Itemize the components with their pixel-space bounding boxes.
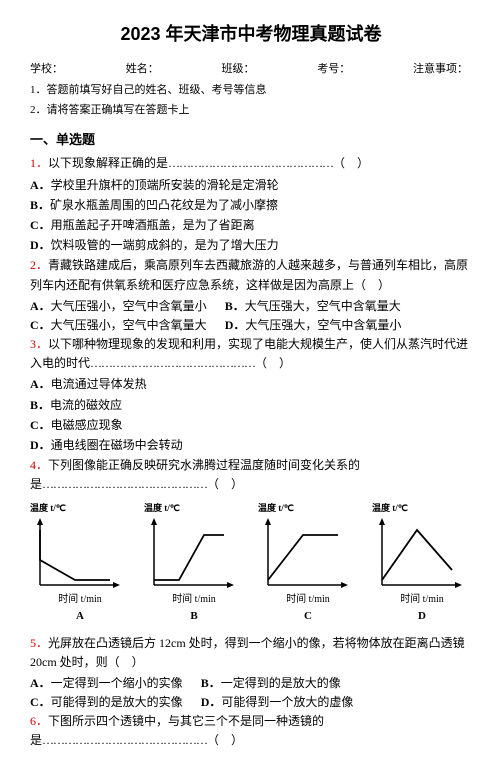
q1-tail: （ ） — [333, 156, 369, 170]
q5-opt-d-text: 可能得到一个放大的虚像 — [221, 695, 353, 709]
q3-opt-d-text: 通电线圈在磁场中会转动 — [51, 438, 183, 452]
q1-stem: 1．以下现象解释正确的是 （ ） — [30, 154, 472, 173]
q4-chart-c-letter: C — [258, 608, 358, 626]
q1-opt-b-text: 矿泉水瓶盖周围的凹凸花纹是为了减小摩擦 — [50, 198, 278, 212]
q3-num: 3． — [30, 337, 48, 351]
note-2: 2．请将答案正确填写在答题卡上 — [30, 102, 472, 120]
q4-chart-b-letter: B — [144, 608, 244, 626]
q3-tail: （ ） — [255, 356, 291, 370]
q5-opt-c-text: 可能得到的是放大的实像 — [51, 695, 183, 709]
q5-opt-a: A．一定得到一个缩小的实像 — [30, 674, 183, 693]
q4-chart-d-ylabel: 温度 t/℃ — [372, 501, 472, 515]
q4-chart-b-xlabel: 时间 t/min — [144, 592, 244, 608]
q6-stem: 6．下图所示四个透镜中，与其它三个不是同一种透镜的是（ ） — [30, 712, 472, 750]
q4-chart-b: 温度 t/℃ 时间 t/min B — [144, 501, 244, 626]
q4-stem: 4．下列图像能正确反映研究水沸腾过程温度随时间变化关系的是（ ） — [30, 456, 472, 494]
q3-opt-c-text: 电磁感应现象 — [51, 418, 123, 432]
q2-stem: 2．青藏铁路建成后，乘高原列车去西藏旅游的人越来越多，与普通列车相比，高原列车内… — [30, 256, 472, 294]
q1-opt-c: C．用瓶盖起子开啤酒瓶盖，是为了省距离 — [30, 216, 472, 235]
q1-opt-a: A．学校里升旗杆的顶端所安装的滑轮是定滑轮 — [30, 176, 472, 195]
examno-label: 考号： — [317, 63, 350, 75]
q1-opt-a-text: 学校里升旗杆的顶端所安装的滑轮是定滑轮 — [51, 178, 279, 192]
q2-opt-a-text: 大气压强小，空气中含氧量小 — [51, 299, 207, 313]
q4-chart-a-ylabel: 温度 t/℃ — [30, 501, 130, 515]
q4-chart-c-svg — [258, 515, 353, 590]
q2-opt-d: D．大气压强大，空气中含氧量小 — [225, 316, 402, 335]
q2-opt-b-text: 大气压强大，空气中含氧量大 — [245, 299, 401, 313]
q4-chart-b-svg — [144, 515, 239, 590]
q4-num: 4． — [30, 458, 48, 472]
q4-chart-a: 温度 t/℃ 时间 t/min A — [30, 501, 130, 626]
q5-stem: 5．光屏放在凸透镜后方 12cm 处时，得到一个缩小的像，若将物体放在距离凸透镜… — [30, 634, 472, 672]
q1-opt-d: D．饮料吸管的一端剪成斜的，是为了增大压力 — [30, 236, 472, 255]
q2-opt-c: C．大气压强小，空气中含氧量大 — [30, 316, 207, 335]
q2-opt-b: B．大气压强大，空气中含氧量大 — [225, 297, 401, 316]
q2-text: 青藏铁路建成后，乘高原列车去西藏旅游的人越来越多，与普通列车相比，高原列车内还配… — [30, 258, 468, 291]
q1-opt-b: B．矿泉水瓶盖周围的凹凸花纹是为了减小摩擦 — [30, 196, 472, 215]
q4-chart-a-svg — [30, 515, 125, 590]
q5-opt-c: C．可能得到的是放大的实像 — [30, 693, 183, 712]
q5-opt-a-text: 一定得到一个缩小的实像 — [51, 676, 183, 690]
q2-opt-c-text: 大气压强小，空气中含氧量大 — [51, 318, 207, 332]
q1-opt-c-text: 用瓶盖起子开啤酒瓶盖，是为了省距离 — [51, 218, 255, 232]
class-label: 班级： — [222, 63, 255, 75]
q3-stem: 3．以下哪种物理现象的发现和利用，实现了电能大规模生产，使人们从蒸汽时代进入电的… — [30, 335, 472, 373]
meta-row: 学校： 姓名： 班级： 考号： 注意事项： — [30, 61, 472, 79]
q3-opt-b: B．电流的磁效应 — [30, 396, 472, 415]
school-label: 学校： — [30, 63, 63, 75]
q4-chart-a-letter: A — [30, 608, 130, 626]
q2-num: 2． — [30, 258, 48, 272]
q4-chart-c-ylabel: 温度 t/℃ — [258, 501, 358, 515]
q6-tail: （ ） — [207, 733, 243, 747]
q4-chart-c-xlabel: 时间 t/min — [258, 592, 358, 608]
q3-opt-c: C．电磁感应现象 — [30, 416, 472, 435]
q5-opt-b-text: 一定得到的是放大的像 — [221, 676, 341, 690]
q5-opt-d: D．可能得到一个放大的虚像 — [201, 693, 354, 712]
section-1-title: 一、单选题 — [30, 130, 472, 151]
q4-chart-a-xlabel: 时间 t/min — [30, 592, 130, 608]
q4-chart-c: 温度 t/℃ 时间 t/min C — [258, 501, 358, 626]
q3-opt-d: D．通电线圈在磁场中会转动 — [30, 436, 472, 455]
q1-num: 1． — [30, 156, 48, 170]
q4-chart-d-letter: D — [372, 608, 472, 626]
q3-opt-a: A．电流通过导体发热 — [30, 375, 472, 394]
q1-text: 以下现象解释正确的是 — [48, 156, 168, 170]
q3-opt-b-text: 电流的磁效应 — [50, 398, 122, 412]
q5-opt-b: B．一定得到的是放大的像 — [201, 674, 341, 693]
q2-opt-d-text: 大气压强大，空气中含氧量小 — [245, 318, 401, 332]
q2-opt-a: A．大气压强小，空气中含氧量小 — [30, 297, 207, 316]
q4-tail: （ ） — [207, 477, 243, 491]
q5-num: 5． — [30, 636, 48, 650]
q5-text: 光屏放在凸透镜后方 12cm 处时，得到一个缩小的像，若将物体放在距离凸透镜 2… — [30, 636, 465, 669]
exam-title: 2023 年天津市中考物理真题试卷 — [30, 20, 472, 49]
q4-charts: 温度 t/℃ 时间 t/min A 温度 t/℃ 时间 t/min B 温度 t… — [30, 501, 472, 626]
name-label: 姓名： — [126, 63, 159, 75]
q3-opt-a-text: 电流通过导体发热 — [51, 377, 147, 391]
q6-num: 6． — [30, 714, 48, 728]
q4-chart-d-xlabel: 时间 t/min — [372, 592, 472, 608]
q4-chart-d-svg — [372, 515, 467, 590]
q1-opt-d-text: 饮料吸管的一端剪成斜的，是为了增大压力 — [51, 238, 279, 252]
notice-label: 注意事项： — [413, 63, 468, 75]
note-1: 1．答题前填写好自己的姓名、班级、考号等信息 — [30, 82, 472, 100]
q4-chart-b-ylabel: 温度 t/℃ — [144, 501, 244, 515]
q4-chart-d: 温度 t/℃ 时间 t/min D — [372, 501, 472, 626]
